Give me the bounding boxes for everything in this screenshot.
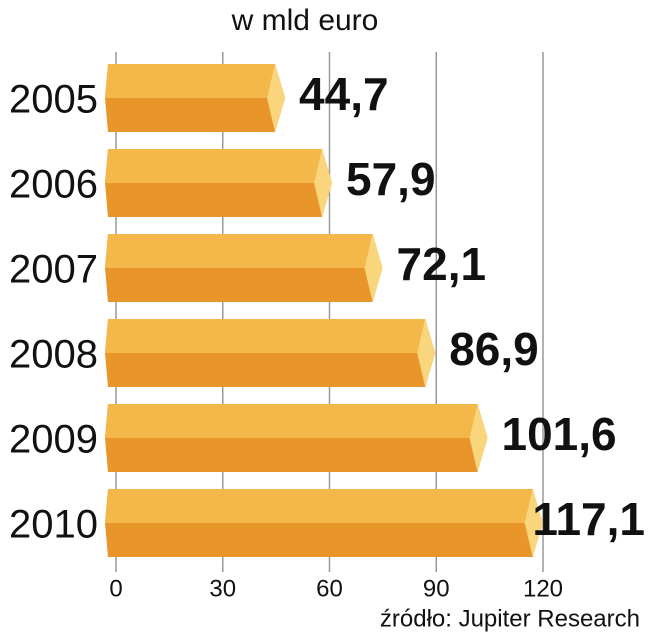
bar-cap <box>267 64 286 132</box>
bar-highlight <box>105 64 286 98</box>
bar-highlight <box>105 489 543 523</box>
bar-highlight <box>105 234 383 268</box>
y-tick-label: 2009 <box>9 418 98 462</box>
bar-cap <box>364 234 383 302</box>
value-label: 72,1 <box>397 238 487 290</box>
x-tick-label: 0 <box>109 575 122 602</box>
y-tick-label: 2010 <box>9 503 98 547</box>
bar-cap <box>469 404 488 472</box>
bar-cap <box>524 489 543 557</box>
x-tick-label: 90 <box>423 575 450 602</box>
bar-highlight <box>105 149 333 183</box>
value-label: 86,9 <box>449 323 539 375</box>
x-tick-label: 30 <box>209 575 236 602</box>
bar-cap <box>314 149 333 217</box>
x-tick-label: 120 <box>523 575 563 602</box>
value-label: 57,9 <box>346 153 436 205</box>
bar-highlight <box>105 319 436 353</box>
y-tick-label: 2005 <box>9 78 98 122</box>
x-tick-label: 60 <box>316 575 343 602</box>
source: źródło: Jupiter Research <box>380 605 640 632</box>
value-label: 44,7 <box>299 68 389 120</box>
bar-cap <box>417 319 436 387</box>
y-tick-label: 2006 <box>9 163 98 207</box>
chart-subtitle: w mld euro <box>231 4 379 37</box>
y-tick-label: 2007 <box>9 248 98 292</box>
value-label: 117,1 <box>532 493 645 545</box>
value-label: 101,6 <box>502 408 617 460</box>
bar-highlight <box>105 404 488 438</box>
y-tick-label: 2008 <box>9 333 98 377</box>
